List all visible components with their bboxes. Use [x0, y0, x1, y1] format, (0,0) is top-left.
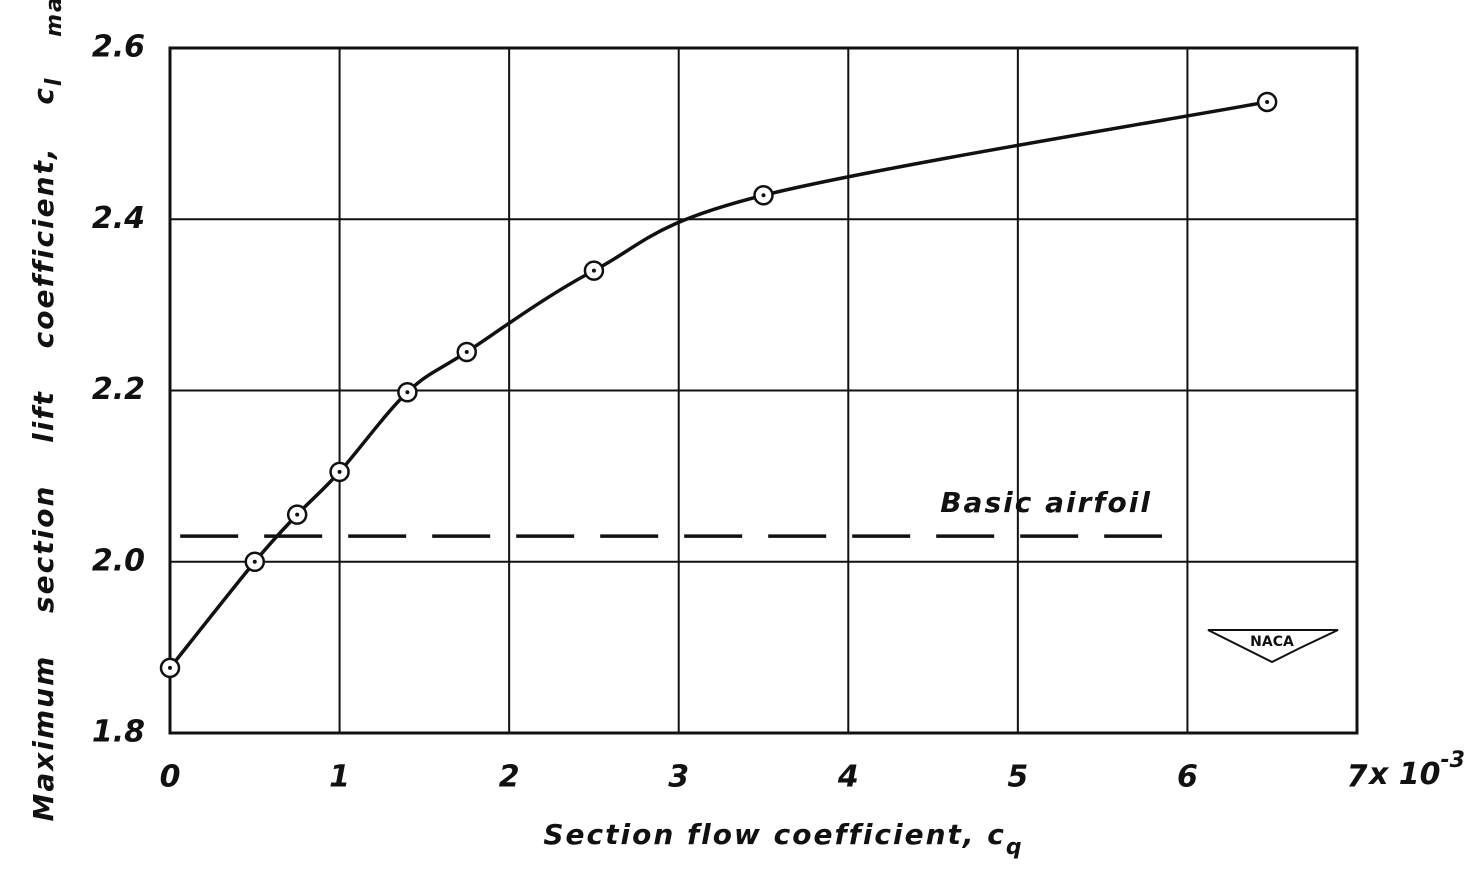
- data-point-dot: [252, 559, 257, 564]
- x-tick-label: 3: [668, 760, 689, 795]
- x-tick-label: 4: [837, 760, 859, 795]
- x-tick-label: 5: [1007, 760, 1028, 795]
- logo-wings: [1207, 629, 1339, 664]
- x-multiplier-exp: -3: [1441, 748, 1465, 773]
- y-tick-label: 2.2: [92, 372, 145, 407]
- data-point-dot: [295, 512, 300, 517]
- reference-label: Basic airfoil: [940, 486, 1152, 519]
- data-point-dot: [761, 193, 766, 198]
- x-tick-label: 2: [499, 760, 520, 795]
- x-tick-label: 6: [1177, 760, 1198, 795]
- x-axis-label: Section flow coefficient, cq: [543, 818, 1023, 860]
- logo-text: NACA: [1250, 634, 1294, 650]
- y-tick-label: 1.8: [92, 715, 145, 750]
- y-tick-label: 2.0: [92, 543, 145, 578]
- x-tick-label: 7: [1347, 760, 1368, 795]
- x-multiplier: x 10-3: [1367, 748, 1465, 792]
- curve: [168, 100, 1268, 670]
- plot-frame: [168, 46, 1359, 735]
- y-tick-label: 2.6: [92, 30, 145, 65]
- x-multiplier-base: x 10: [1367, 757, 1441, 792]
- x-label-sub: q: [1006, 835, 1024, 860]
- y-label-main: Maximum section lift coefficient, c: [27, 86, 60, 821]
- x-tick-label: 1: [329, 760, 350, 795]
- data-point-dot: [591, 268, 596, 273]
- y-label-sub: l max.: [42, 0, 67, 86]
- data-point-dot: [464, 349, 469, 354]
- x-label-main: Section flow coefficient, c: [543, 818, 1006, 851]
- x-tick-label: 0: [160, 760, 181, 795]
- data-point-dot: [1265, 99, 1270, 104]
- y-axis-label: Maximum section lift coefficient, cl max…: [27, 0, 67, 821]
- data-point-dot: [405, 390, 410, 395]
- y-tick-label: 2.4: [92, 201, 145, 236]
- data-point-dot: [337, 469, 342, 474]
- data-point-dot: [168, 665, 172, 670]
